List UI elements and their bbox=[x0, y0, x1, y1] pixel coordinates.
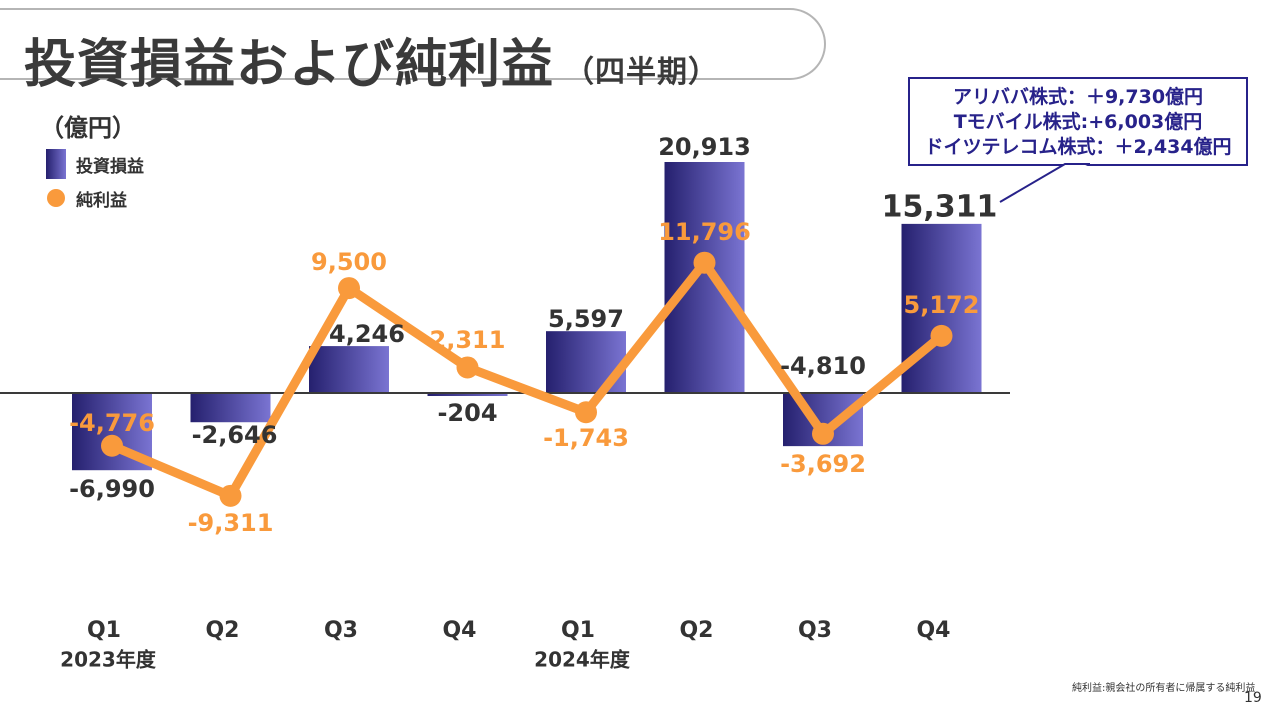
year-label-1: 2024年度 bbox=[534, 648, 631, 672]
line-label-3: 2,311 bbox=[430, 326, 506, 354]
net-income-point-0 bbox=[101, 434, 123, 457]
net-income-point-1 bbox=[219, 484, 242, 507]
callout-line-tmobile: Tモバイル株式:+6,003億円 bbox=[953, 111, 1203, 133]
bar-investment-3 bbox=[427, 393, 508, 396]
bar-label-7: 15,311 bbox=[882, 190, 998, 225]
bar-label-6: -4,810 bbox=[780, 352, 866, 380]
callout-box: アリババ株式：＋9,730億円 Tモバイル株式:+6,003億円 ドイツテレコム… bbox=[908, 77, 1248, 166]
unit-label: （億円） bbox=[40, 114, 136, 142]
bar-label-3: -204 bbox=[437, 399, 497, 427]
page-number: 19 bbox=[1244, 690, 1262, 706]
callout-pointer bbox=[999, 163, 1090, 203]
bar-label-1: -2,646 bbox=[192, 421, 278, 449]
net-income-point-2 bbox=[338, 277, 360, 300]
x-tick-label-3: Q4 bbox=[442, 618, 476, 643]
line-label-0: -4,776 bbox=[69, 409, 155, 437]
net-income-line bbox=[107, 258, 946, 501]
bar-investment-2 bbox=[309, 346, 389, 393]
net-income-point-5 bbox=[693, 251, 716, 274]
line-label-5: 11,796 bbox=[658, 218, 751, 246]
line-label-4: -1,743 bbox=[543, 424, 629, 452]
x-tick-label-0: Q1 bbox=[87, 618, 121, 643]
bar-investment-7 bbox=[901, 223, 982, 393]
line-label-1: -9,311 bbox=[188, 509, 274, 537]
page-subtitle: （四半期） bbox=[564, 55, 720, 90]
footnote: 純利益:親会社の所有者に帰属する純利益 bbox=[1072, 683, 1256, 694]
x-tick-label-1: Q2 bbox=[205, 618, 239, 643]
x-tick-label-7: Q4 bbox=[916, 618, 950, 643]
bar-label-5: 20,913 bbox=[658, 133, 751, 161]
callout-line-alibaba: アリババ株式：＋9,730億円 bbox=[952, 86, 1204, 108]
dot-swatch-icon bbox=[47, 189, 65, 207]
x-tick-label-6: Q3 bbox=[798, 618, 832, 643]
net-income-point-7 bbox=[930, 324, 953, 347]
bar-label-4: 5,597 bbox=[548, 305, 624, 333]
page-title: 投資損益および純利益 （四半期） bbox=[24, 35, 720, 95]
net-income-point-4 bbox=[575, 401, 597, 424]
legend-item-net-income: 純利益 bbox=[46, 181, 144, 215]
line-label-7: 5,172 bbox=[904, 291, 980, 319]
bar-swatch-icon bbox=[46, 149, 66, 179]
legend-label-net-income: 純利益 bbox=[76, 190, 127, 211]
bar-investment-5 bbox=[664, 162, 745, 393]
bar-label-2: 4,246 bbox=[329, 320, 405, 348]
x-tick-label-2: Q3 bbox=[324, 618, 358, 643]
line-label-2: 9,500 bbox=[311, 248, 387, 276]
net-income-point-6 bbox=[812, 422, 834, 445]
line-label-6: -3,692 bbox=[780, 450, 866, 478]
net-income-point-3 bbox=[456, 356, 479, 379]
bar-investment-1 bbox=[190, 393, 271, 423]
bar-label-0: -6,990 bbox=[69, 475, 155, 503]
legend: 投資損益 純利益 bbox=[46, 147, 144, 215]
title-banner: 投資損益および純利益 （四半期） bbox=[0, 8, 826, 95]
legend-item-investment: 投資損益 bbox=[46, 147, 144, 181]
x-tick-label-5: Q2 bbox=[679, 618, 713, 643]
x-tick-label-4: Q1 bbox=[561, 618, 595, 643]
year-label-0: 2023年度 bbox=[60, 648, 157, 672]
legend-label-investment: 投資損益 bbox=[76, 156, 144, 177]
callout-line-dtelekom: ドイツテレコム株式：＋2,434億円 bbox=[924, 136, 1232, 158]
